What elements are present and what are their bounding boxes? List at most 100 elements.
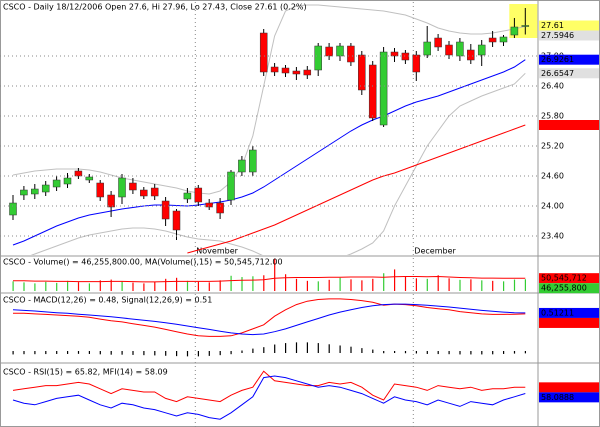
candle-body bbox=[303, 69, 312, 76]
macd-histogram-bar bbox=[492, 351, 494, 355]
macd-histogram-bar bbox=[67, 351, 69, 354]
volume-bar bbox=[317, 281, 319, 291]
volume-bar bbox=[437, 275, 439, 291]
volume-bar bbox=[34, 283, 36, 291]
candle-body bbox=[96, 182, 104, 198]
value-box bbox=[539, 317, 599, 328]
candle-body bbox=[227, 171, 235, 201]
value-box bbox=[539, 307, 599, 318]
macd-histogram-bar bbox=[132, 351, 134, 355]
volume-bar bbox=[23, 282, 25, 291]
macd-histogram-bar bbox=[470, 351, 472, 355]
candle-body bbox=[521, 25, 530, 27]
volume-bar bbox=[339, 277, 341, 291]
candle-body bbox=[434, 37, 442, 48]
macd-histogram-bar bbox=[241, 350, 243, 353]
volume-bar bbox=[241, 277, 243, 291]
candle-body bbox=[107, 194, 115, 208]
volume-bar bbox=[154, 281, 156, 291]
macd-histogram-bar bbox=[513, 351, 516, 354]
volume-bar bbox=[252, 276, 254, 291]
value-box bbox=[539, 392, 599, 403]
candle-body bbox=[456, 41, 464, 57]
volume-bar bbox=[263, 275, 265, 291]
candle-body bbox=[74, 170, 83, 177]
macd-histogram-bar bbox=[503, 351, 505, 354]
candle-body bbox=[368, 64, 377, 119]
volume-bar bbox=[285, 274, 287, 291]
volume-ma-line bbox=[13, 275, 526, 283]
volume-bar bbox=[481, 280, 483, 291]
panel-title: CSCO - RSI(15) = 65.82, MFI(14) = 58.09 bbox=[3, 368, 168, 377]
candle-body bbox=[216, 202, 224, 214]
price-plot bbox=[9, 4, 538, 255]
volume-bar bbox=[230, 275, 232, 291]
macd-histogram-bar bbox=[404, 351, 407, 354]
oscillator-plot bbox=[12, 370, 526, 420]
candle-body bbox=[63, 177, 72, 185]
y-tick-label: 26.40 bbox=[541, 82, 564, 91]
candle-body bbox=[270, 66, 279, 73]
volume-bar bbox=[328, 279, 330, 291]
candle-body bbox=[205, 202, 213, 208]
macd-histogram-bar bbox=[34, 351, 36, 355]
candle-body bbox=[31, 188, 39, 195]
macd-histogram-bar bbox=[350, 346, 352, 353]
macd-histogram-bar bbox=[383, 351, 385, 354]
value-box bbox=[539, 30, 599, 41]
macd-histogram-bar bbox=[361, 348, 363, 353]
oscillator-line bbox=[12, 375, 526, 420]
macd-histogram-bar bbox=[306, 342, 308, 353]
volume-bar bbox=[274, 258, 276, 291]
value-box bbox=[539, 273, 599, 284]
candle-body bbox=[292, 70, 301, 75]
macd-histogram-bar bbox=[372, 349, 374, 353]
volume-bar bbox=[404, 276, 407, 291]
value-box bbox=[539, 20, 599, 31]
candle-body bbox=[314, 45, 322, 71]
volume-bar bbox=[132, 282, 134, 291]
indicator-line bbox=[12, 59, 526, 246]
volume-bar bbox=[121, 281, 123, 291]
value-box-label: 26.6547 bbox=[541, 69, 574, 78]
oscillator-line bbox=[12, 370, 526, 403]
macd-histogram-bar bbox=[426, 351, 428, 354]
macd-histogram-bar bbox=[524, 351, 526, 354]
macd-histogram-bar bbox=[110, 351, 112, 355]
value-box bbox=[539, 283, 599, 294]
macd-histogram-bar bbox=[339, 345, 341, 353]
candle-body bbox=[140, 189, 148, 197]
volume-bar bbox=[45, 281, 47, 291]
y-tick-label: 25.20 bbox=[541, 142, 564, 151]
macd-histogram-bar bbox=[165, 351, 167, 356]
macd-histogram-bar bbox=[121, 351, 123, 355]
volume-bar bbox=[503, 281, 505, 291]
candle-body bbox=[347, 45, 355, 63]
candle-body bbox=[358, 54, 366, 91]
volume-bar bbox=[12, 281, 14, 291]
macd-histogram-bar bbox=[186, 351, 189, 357]
y-tick-label: 24.60 bbox=[541, 172, 564, 181]
value-box-label: 50,545,712 bbox=[541, 274, 587, 283]
value-box bbox=[539, 120, 599, 130]
macd-histogram-bar bbox=[176, 351, 178, 357]
macd-histogram-bar bbox=[252, 348, 254, 353]
macd-histogram-bar bbox=[208, 351, 210, 356]
candle-body bbox=[150, 187, 159, 197]
panel-title: CSCO - MACD(12,26) = 0.48, Signal(12,26,… bbox=[3, 296, 212, 305]
candle-body bbox=[52, 179, 61, 188]
macd-plot bbox=[12, 298, 526, 357]
candle-body bbox=[412, 54, 421, 73]
candle-body bbox=[423, 41, 431, 56]
macd-histogram-bar bbox=[437, 351, 439, 355]
candle-body bbox=[390, 51, 399, 57]
value-box-label: 27.61 bbox=[541, 21, 564, 30]
volume-bar bbox=[394, 269, 396, 291]
macd-histogram-bar bbox=[230, 351, 232, 355]
volume-bar bbox=[143, 283, 145, 291]
value-box bbox=[539, 68, 599, 79]
volume-bar bbox=[372, 278, 374, 291]
macd-histogram-bar bbox=[12, 351, 14, 355]
candle-body bbox=[41, 184, 50, 193]
